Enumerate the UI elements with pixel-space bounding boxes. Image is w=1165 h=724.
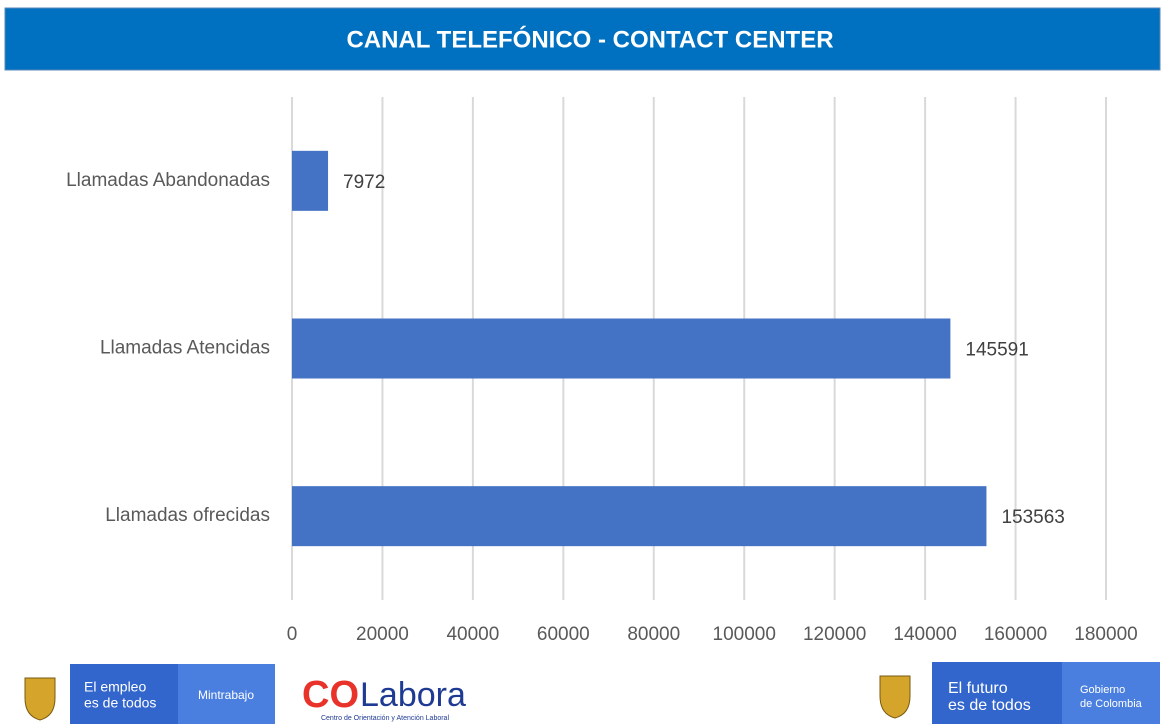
x-tick-label: 160000 — [984, 624, 1047, 645]
x-tick-label: 20000 — [356, 624, 409, 645]
category-label: Llamadas Atencidas — [100, 338, 270, 359]
brand-subtitle: Centro de Orientación y Atención Laboral — [321, 715, 449, 722]
bar — [292, 150, 329, 211]
x-tick-label: 60000 — [537, 624, 590, 645]
x-tick-label: 100000 — [713, 624, 776, 645]
x-tick-label: 40000 — [446, 624, 499, 645]
x-tick-label: 180000 — [1074, 624, 1137, 645]
x-tick-label: 120000 — [803, 624, 866, 645]
brand: Labora — [360, 676, 466, 714]
slogan: es de todos — [948, 697, 1031, 714]
slogan: El empleo — [84, 679, 146, 695]
x-tick-label: 80000 — [627, 624, 680, 645]
coat-of-arms — [24, 677, 56, 721]
slogan-box — [70, 664, 178, 724]
category-label: Llamadas ofrecidas — [105, 505, 270, 526]
ministry: Mintrabajo — [198, 688, 254, 702]
value-label: 153563 — [1001, 507, 1064, 528]
value-label: 7972 — [343, 172, 385, 193]
chart-title: CANAL TELEFÓNICO - CONTACT CENTER — [346, 25, 833, 53]
brand: CO — [302, 674, 359, 716]
bar — [292, 318, 951, 379]
footer: El empleo es de todos Mintrabajo CO Labo… — [24, 662, 1160, 724]
bar — [292, 486, 987, 547]
government-box — [1062, 662, 1160, 724]
slogan: El futuro — [948, 680, 1008, 697]
x-tick-label: 140000 — [893, 624, 956, 645]
coat-of-arms — [879, 675, 911, 719]
slogan: es de todos — [84, 695, 156, 711]
ministry-box — [178, 664, 275, 724]
title-banner — [4, 7, 1161, 71]
government: de Colombia — [1080, 698, 1143, 710]
value-label: 145591 — [965, 340, 1028, 361]
category-label: Llamadas Abandonadas — [66, 170, 270, 191]
x-tick-label: 0 — [287, 624, 298, 645]
government: Gobierno — [1080, 684, 1125, 696]
slogan-box — [932, 662, 1062, 724]
